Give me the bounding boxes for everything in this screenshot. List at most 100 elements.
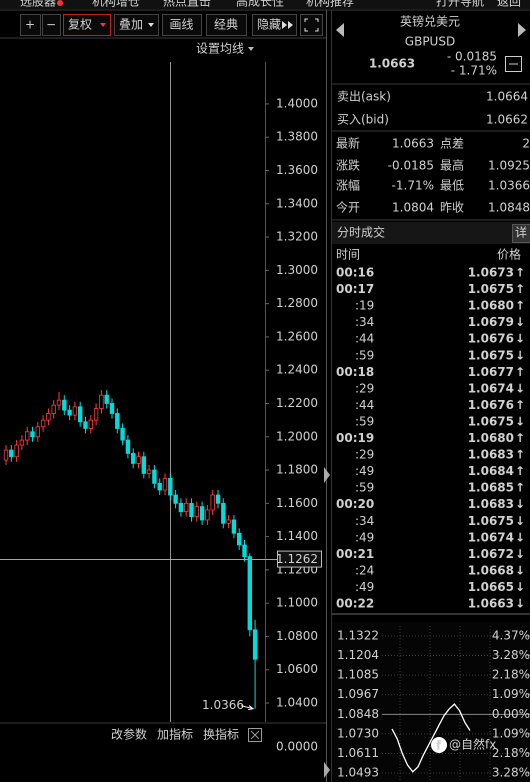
candle-body — [125, 439, 131, 454]
menu-item[interactable]: 机构增仓 — [92, 0, 140, 9]
candle-body — [252, 629, 258, 660]
toolbar-label[interactable]: 隐藏 — [257, 18, 281, 32]
next-arrow[interactable] — [518, 23, 526, 37]
y-tick-label: 1.1322 — [337, 629, 379, 643]
instrument-name: 英镑兑美元 — [400, 14, 460, 29]
candle-body — [194, 506, 199, 518]
fullscreen-button[interactable] — [300, 14, 323, 36]
section-title: 分时成交 — [337, 225, 385, 240]
collapse-arrow[interactable] — [324, 467, 330, 483]
toolbar-label[interactable]: 画线 — [169, 18, 193, 32]
ma-setting[interactable]: 设置均线 — [196, 42, 244, 56]
toolbar-label[interactable]: + — [25, 18, 35, 32]
candle-body — [178, 502, 184, 513]
candle-body — [19, 439, 25, 446]
toolbar-button[interactable] — [63, 14, 111, 36]
indicator-button[interactable]: 换指标 — [203, 727, 239, 742]
toolbar-label[interactable]: 经典 — [214, 18, 238, 32]
column-header: 价格 — [497, 247, 521, 262]
detail-button-label[interactable]: 详 — [515, 225, 527, 240]
candle-body — [35, 426, 40, 438]
candle-body — [46, 413, 51, 421]
trade-price: 1.0675 — [468, 282, 514, 296]
toolbar-button[interactable] — [114, 14, 159, 36]
trade-price: 1.0675 — [468, 514, 514, 528]
y-tick-label: 1.2000 — [276, 429, 318, 443]
close-button[interactable] — [248, 728, 262, 742]
stat-value: 1.0804 — [392, 201, 434, 215]
dropdown-arrow — [100, 23, 106, 27]
y-tick-label: 1.2400 — [276, 363, 318, 377]
candle-body — [56, 399, 62, 406]
toolbar-label[interactable]: 叠加 — [119, 18, 143, 32]
minimize-button[interactable] — [505, 56, 522, 72]
trade-time: :49 — [355, 530, 374, 544]
toolbar-button[interactable] — [162, 14, 202, 36]
trade-price: 1.0663 — [468, 597, 514, 611]
y-tick-label: 1.0800 — [276, 629, 318, 643]
trade-direction: ↓ — [515, 563, 525, 577]
toolbar-button[interactable] — [206, 14, 247, 36]
low-annotation: 1.0366 — [202, 698, 244, 712]
y-tick-label: 1.1800 — [276, 463, 318, 477]
toolbar-label[interactable]: 复权 — [68, 18, 92, 32]
watermark: @自然fx — [449, 737, 496, 752]
trade-time: 00:16 — [336, 266, 374, 280]
menu-item[interactable]: 选股器 — [20, 0, 56, 9]
trade-time: :49 — [355, 464, 374, 478]
trade-time: :24 — [355, 563, 374, 577]
candle-body — [115, 413, 120, 429]
annotation-arrow — [240, 705, 255, 711]
trade-direction: ↑ — [515, 398, 525, 412]
y-tick-label: 1.3000 — [276, 263, 318, 277]
trade-direction: ↓ — [515, 580, 525, 594]
y-tick-label: 1.3800 — [276, 130, 318, 144]
prev-arrow[interactable] — [336, 23, 344, 37]
candle-body — [24, 431, 30, 441]
y-tick-label: 1.3400 — [276, 196, 318, 210]
candle-body — [51, 404, 56, 414]
y-tick-label: 1.1600 — [276, 496, 318, 510]
candle-body — [120, 428, 125, 441]
y-tick-label: 1.1000 — [276, 596, 318, 610]
trade-direction: ↓ — [515, 414, 525, 428]
y-tick-label: 1.1204 — [337, 648, 379, 662]
indicator-button[interactable]: 改参数 — [111, 727, 147, 742]
indicator-button[interactable]: 加指标 — [157, 727, 193, 742]
quote-value: 1.0664 — [486, 90, 528, 104]
candle-body — [157, 482, 162, 491]
stat-value: -1.71% — [392, 179, 434, 193]
trade-direction: ↑ — [515, 365, 525, 379]
quote-label: 卖出(ask) — [337, 90, 391, 104]
trade-price: 1.0676 — [468, 398, 514, 412]
toolbar-button[interactable] — [42, 14, 61, 36]
detail-button[interactable] — [512, 224, 530, 243]
toolbar-button[interactable] — [252, 14, 297, 36]
menu-item[interactable]: 热点直击 — [163, 0, 211, 9]
candle-body — [30, 431, 35, 438]
menu-item[interactable]: 高成长性 — [236, 0, 284, 9]
toolbar-button[interactable] — [20, 14, 41, 36]
watermark-icon-glyph: f — [436, 739, 442, 753]
y-tick-label: 1.0730 — [337, 726, 379, 740]
candle-body — [14, 444, 19, 458]
y-tick-label: 1.0600 — [276, 662, 318, 676]
trade-direction: ↑ — [515, 299, 525, 313]
menu-item[interactable]: 机构推荐 — [306, 0, 354, 9]
collapse-arrow[interactable] — [324, 762, 330, 778]
y-tick-label: 1.0848 — [337, 707, 379, 721]
trade-price: 1.0675 — [468, 414, 514, 428]
trade-direction: ↓ — [515, 547, 525, 561]
trade-direction: ↓ — [515, 514, 525, 528]
stat-value: 1.0663 — [392, 137, 434, 151]
toolbar-label[interactable]: − — [46, 18, 56, 32]
stat-label: 点差 — [440, 137, 464, 151]
trade-time: :49 — [355, 580, 374, 594]
menu-item[interactable]: 打开导航 — [436, 0, 484, 9]
menu-item[interactable]: 返回 — [497, 0, 521, 9]
mini-chart-bg — [332, 622, 530, 782]
watermark-icon — [431, 737, 447, 753]
candle-body — [231, 519, 237, 534]
candle-body — [72, 406, 78, 416]
